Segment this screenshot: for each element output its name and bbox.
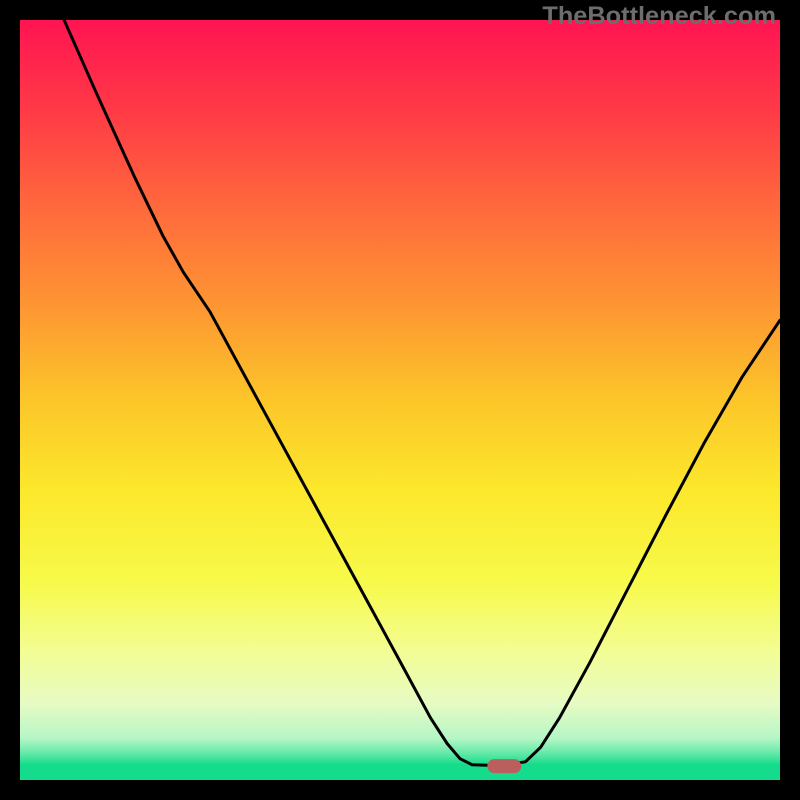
optimum-marker bbox=[487, 759, 520, 773]
chart-frame: { "watermark": { "text": "TheBottleneck.… bbox=[0, 0, 800, 800]
plot-area bbox=[20, 20, 780, 780]
curve-layer bbox=[20, 20, 780, 780]
bottleneck-curve bbox=[64, 20, 780, 766]
watermark-text: TheBottleneck.com bbox=[542, 2, 776, 31]
